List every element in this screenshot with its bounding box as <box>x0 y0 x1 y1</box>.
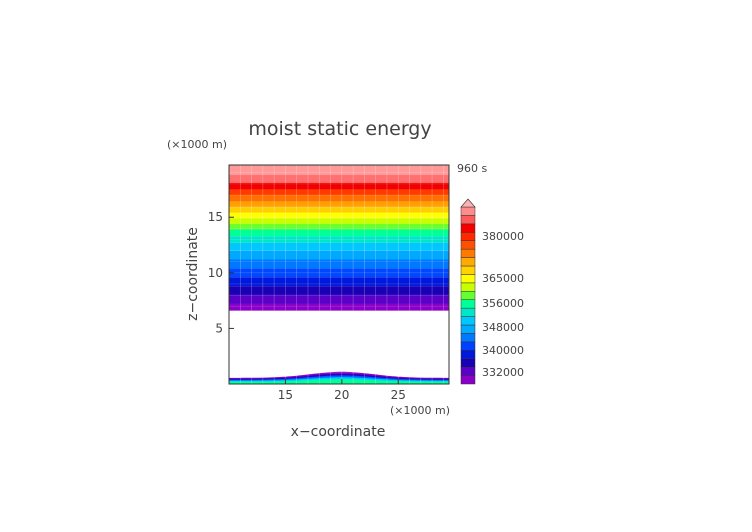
colorbar-swatch <box>460 333 476 343</box>
x-tick-label: 15 <box>278 388 293 402</box>
chart-title: moist static energy <box>248 118 431 140</box>
colorbar-swatch <box>460 375 476 385</box>
x-ticks: 15 20 25 <box>278 379 406 402</box>
colorbar <box>460 198 476 385</box>
contour-band-15 <box>229 268 449 278</box>
y-tick-label: 15 <box>208 210 223 224</box>
colorbar-swatch <box>460 350 476 359</box>
contour-band-7 <box>229 212 449 219</box>
colorbar-tick-label: 356000 <box>482 297 524 310</box>
colorbar-tick-label: 365000 <box>482 272 524 285</box>
y-tick-label: 10 <box>208 266 223 280</box>
colorbar-swatch <box>460 291 476 300</box>
colorbar-swatch <box>460 232 476 241</box>
colorbar-swatch <box>460 299 476 309</box>
contour-band-5 <box>229 201 449 208</box>
surface-band-4 <box>229 379 449 384</box>
x-tick-label: 20 <box>334 388 349 402</box>
grid-lines <box>229 165 449 384</box>
y-unit-label: (×1000 m) <box>167 138 227 151</box>
contour-band-13 <box>229 250 449 260</box>
y-tick-label: 5 <box>215 321 223 335</box>
colorbar-swatch <box>460 248 476 258</box>
contour-plot <box>229 165 449 384</box>
contour-band-6 <box>229 207 449 213</box>
contour-band-4 <box>229 195 449 202</box>
y-axis-label: z−coordinate <box>185 227 201 321</box>
plot-frame <box>228 164 450 385</box>
contour-band-12 <box>229 242 449 251</box>
contour-band-17 <box>229 286 449 296</box>
colorbar-swatch <box>460 274 476 284</box>
time-label: 960 s <box>457 162 487 175</box>
colorbar-swatch <box>460 324 476 334</box>
x-tick-label: 25 <box>391 388 406 402</box>
contour-band-16 <box>229 277 449 287</box>
colorbar-swatch <box>460 307 476 317</box>
colorbar-swatch <box>460 316 476 326</box>
colorbar-swatch <box>460 223 476 233</box>
contour-band-11 <box>229 236 449 243</box>
colorbar-swatch <box>460 257 476 267</box>
colorbar-tick-label: 340000 <box>482 344 524 357</box>
colorbar-swatch <box>460 265 476 275</box>
colorbar-swatch <box>460 215 476 225</box>
contour-band-2 <box>229 182 449 190</box>
colorbar-swatch <box>460 341 476 351</box>
colorbar-swatch <box>460 206 476 216</box>
contour-band-3 <box>229 189 449 196</box>
contour-band-8 <box>229 218 449 224</box>
colorbar-swatch <box>460 366 476 376</box>
colorbar-swatch <box>460 358 476 368</box>
colorbar-extend-arrow <box>460 198 476 208</box>
contour-band-1 <box>229 175 449 183</box>
contour-band-0 <box>229 165 449 176</box>
contour-band-10 <box>229 229 449 237</box>
y-ticks: 5 10 15 <box>208 210 234 335</box>
contour-band-18 <box>229 295 449 304</box>
colorbar-ticks: 380000 365000 356000 348000 340000 332000 <box>482 230 524 379</box>
contour-band-19 <box>229 303 449 311</box>
colorbar-tick-label: 332000 <box>482 366 524 379</box>
colorbar-swatch <box>460 282 476 292</box>
contour-band-9 <box>229 223 449 230</box>
x-axis-label: x−coordinate <box>291 424 386 440</box>
contour-band-14 <box>229 259 449 269</box>
colorbar-tick-label: 380000 <box>482 230 524 243</box>
colorbar-tick-label: 348000 <box>482 321 524 334</box>
x-unit-label: (×1000 m) <box>390 404 450 417</box>
colorbar-swatch <box>460 240 476 250</box>
